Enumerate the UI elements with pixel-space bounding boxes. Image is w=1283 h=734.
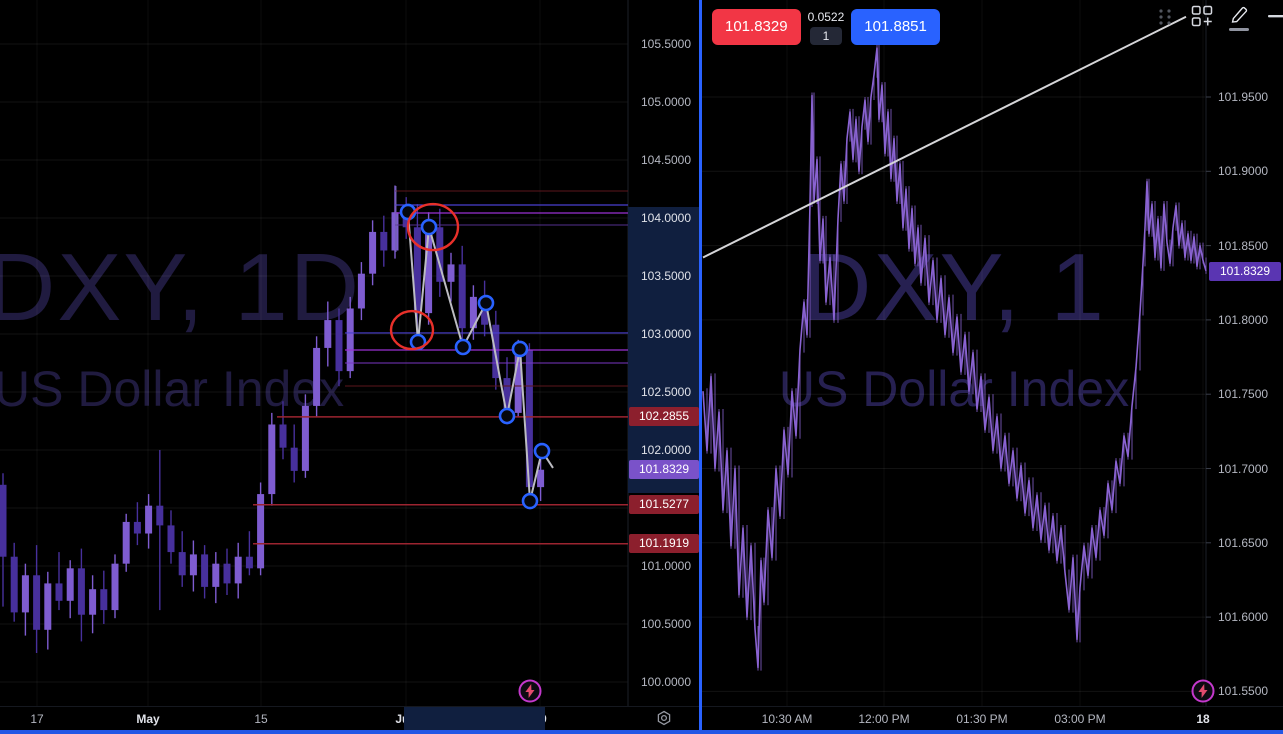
time-tick-label: May xyxy=(136,712,160,726)
draw-tool-button[interactable] xyxy=(1228,5,1250,31)
minute-chart-canvas[interactable] xyxy=(702,0,1283,730)
price-axis-selection-highlight xyxy=(628,207,700,493)
add-widget-icon xyxy=(1191,5,1213,27)
active-tool-indicator xyxy=(1229,28,1249,31)
price-tick-label: 101.6000 xyxy=(1218,610,1269,625)
daily-watermark-symbol: DXY, 1D xyxy=(0,234,362,341)
price-tick-label: 101.7500 xyxy=(1218,387,1269,402)
spread-column: 0.0522 1 xyxy=(807,9,845,45)
price-tick-label: 103.5000 xyxy=(640,269,692,283)
price-tick-label: 101.7000 xyxy=(1218,461,1269,476)
lightning-button-daily[interactable] xyxy=(518,679,542,703)
daily-chart-pane: DXY, 1D US Dollar Index 105.5000 105.0000… xyxy=(0,0,700,731)
add-widget-button[interactable] xyxy=(1191,5,1213,31)
floating-toolbar xyxy=(1154,5,1283,31)
sell-bid-button[interactable]: 101.8329 xyxy=(712,9,801,45)
price-tick-label: 101.9500 xyxy=(1218,90,1269,104)
buy-ask-button[interactable]: 101.8851 xyxy=(851,9,940,45)
price-tick-label: 102.0000 xyxy=(640,443,692,457)
price-tick-label: 104.5000 xyxy=(640,153,692,167)
spread-value: 0.0522 xyxy=(807,10,845,24)
interval-badge: 1 xyxy=(809,27,843,45)
pane-divider[interactable] xyxy=(699,0,702,734)
minute-time-axis[interactable]: 10:30 AM 12:00 PM 01:30 PM 03:00 PM 18 xyxy=(702,706,1283,731)
minus-icon xyxy=(1268,15,1283,18)
minute-watermark-description: US Dollar Index xyxy=(778,361,1130,417)
price-tick-label: 104.0000 xyxy=(640,211,692,225)
time-tick-label: 01:30 PM xyxy=(956,712,1008,726)
time-tick-label: 12:00 PM xyxy=(858,712,910,726)
daily-time-axis[interactable]: 17May15Jun19 xyxy=(0,706,700,731)
price-badge: 101.8329 xyxy=(629,459,699,479)
price-tick-label: 103.0000 xyxy=(640,327,692,341)
price-tick-label: 101.5500 xyxy=(1218,684,1269,699)
price-tick-label: 101.8500 xyxy=(1218,238,1269,253)
lightning-button-minute[interactable] xyxy=(1191,679,1215,703)
minimize-button[interactable] xyxy=(1265,5,1283,31)
price-badge: 101.5277 xyxy=(629,495,699,515)
time-axis-settings-button[interactable] xyxy=(656,710,674,728)
time-axis-selection-highlight xyxy=(404,707,545,730)
time-tick-label: 03:00 PM xyxy=(1054,712,1106,726)
current-price-badge: 101.8329 xyxy=(1209,261,1281,281)
minute-chart-pane: DXY, 1 US Dollar Index 101.8329 0.0522 1… xyxy=(702,0,1283,734)
drag-handle-icon xyxy=(1159,9,1171,25)
daily-watermark-description: US Dollar Index xyxy=(0,361,345,417)
price-tick-label: 100.5000 xyxy=(640,617,692,631)
price-tick-label: 101.0000 xyxy=(640,559,692,573)
time-tick-label: 10:30 AM xyxy=(761,712,813,726)
price-tick-label: 101.8000 xyxy=(1218,312,1269,327)
gear-icon xyxy=(657,710,671,726)
price-tick-label: 105.0000 xyxy=(640,95,692,109)
time-tick-label: 15 xyxy=(254,712,268,726)
time-tick-label: 18 xyxy=(1196,712,1210,726)
active-chart-indicator xyxy=(0,730,1283,734)
bid-ask-panel: 101.8329 0.0522 1 101.8851 xyxy=(712,9,940,45)
time-tick-label: 17 xyxy=(30,712,44,726)
lightning-icon xyxy=(1191,679,1215,703)
pencil-icon xyxy=(1231,6,1248,23)
price-tick-label: 101.9000 xyxy=(1218,164,1269,179)
price-tick-label: 102.5000 xyxy=(640,385,692,399)
price-badge: 102.2855 xyxy=(629,407,699,427)
daily-chart-canvas[interactable] xyxy=(0,0,700,730)
drag-handle-button[interactable] xyxy=(1154,5,1176,31)
price-tick-label: 101.6500 xyxy=(1218,535,1269,550)
price-badge: 101.1919 xyxy=(629,534,699,554)
lightning-icon xyxy=(518,679,542,703)
price-tick-label: 105.5000 xyxy=(640,37,692,51)
price-tick-label: 100.0000 xyxy=(640,675,692,689)
